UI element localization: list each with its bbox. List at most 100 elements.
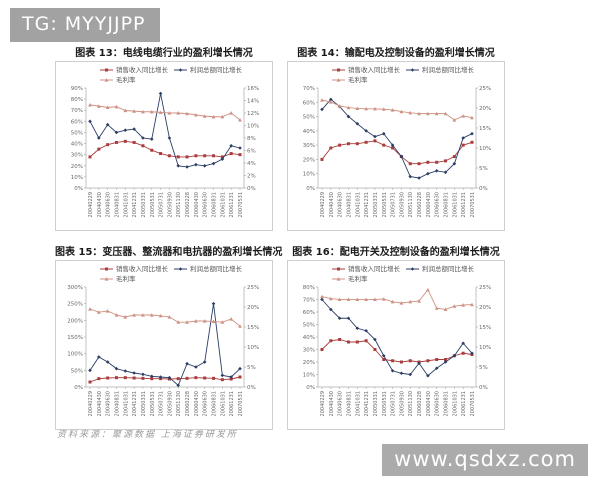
svg-text:20061031: 20061031 (220, 192, 226, 217)
svg-text:90%: 90% (71, 86, 83, 92)
svg-text:10%: 10% (479, 146, 491, 152)
chart-cell-15: 图表 15：变压器、整流器和电抗器的盈利增长情况 销售收入同比增长 利润总额同比增… (55, 243, 283, 430)
svg-text:20%: 20% (479, 305, 491, 311)
svg-text:50%: 50% (303, 323, 315, 329)
svg-text:20060831: 20060831 (212, 391, 218, 416)
charts-grid: 图表 13：电线电缆行业的盈利增长情况 销售收入同比增长 利润总额同比增长 毛利率 0… (55, 44, 507, 430)
svg-text:20050331: 20050331 (373, 391, 379, 416)
svg-text:12%: 12% (247, 111, 259, 117)
chart-canvas-14: 销售收入同比增长 利润总额同比增长 毛利率 0% 10% 20% 30% 40% 50% 60% 7… (287, 61, 505, 231)
svg-text:销售收入同比增长: 销售收入同比增长 (348, 264, 401, 273)
svg-text:毛利率: 毛利率 (116, 274, 136, 283)
svg-text:20051130: 20051130 (408, 391, 414, 416)
svg-text:毛利率: 毛利率 (348, 75, 368, 84)
watermark-badge: www.qsdxz.com (382, 444, 588, 476)
svg-text:300%: 300% (67, 285, 83, 291)
svg-text:0%: 0% (479, 385, 488, 391)
svg-text:20050930: 20050930 (399, 391, 405, 416)
svg-text:10%: 10% (303, 172, 315, 178)
chart-title-14: 图表 14：输配电及控制设备的盈利增长情况 (297, 48, 495, 59)
svg-text:0%: 0% (247, 385, 256, 391)
svg-text:20041231: 20041231 (132, 192, 138, 217)
svg-text:20050531: 20050531 (150, 192, 156, 217)
watermark-text: www.qsdxz.com (394, 447, 576, 471)
svg-text:20040229: 20040229 (320, 192, 326, 217)
svg-text:20%: 20% (303, 360, 315, 366)
svg-text:20060630: 20060630 (203, 192, 209, 217)
svg-text:20%: 20% (479, 106, 491, 112)
chart-title-16: 图表 16：配电开关及控制设备的盈利增长情况 (292, 247, 500, 258)
svg-text:20040831: 20040831 (346, 391, 352, 416)
svg-text:20050930: 20050930 (167, 192, 173, 217)
svg-text:20060831: 20060831 (444, 192, 450, 217)
svg-text:20040229: 20040229 (320, 391, 326, 416)
svg-text:20040229: 20040229 (88, 192, 94, 217)
svg-text:20041231: 20041231 (132, 391, 138, 416)
svg-text:10%: 10% (247, 124, 259, 130)
svg-text:250%: 250% (67, 302, 83, 308)
svg-text:50%: 50% (71, 368, 83, 374)
svg-text:20050731: 20050731 (159, 192, 165, 217)
svg-text:20040430: 20040430 (329, 391, 335, 416)
chart-canvas-15: 销售收入同比增长 利润总额同比增长 毛利率 0% 50% 100% 150% 200% 250%… (55, 260, 273, 430)
svg-text:20061231: 20061231 (461, 192, 467, 217)
svg-text:10%: 10% (303, 373, 315, 379)
svg-text:40%: 40% (303, 129, 315, 135)
svg-text:10%: 10% (479, 345, 491, 351)
svg-text:80%: 80% (303, 285, 315, 291)
page-tag-text: TG: MYYJJPP (22, 13, 146, 35)
svg-text:25%: 25% (479, 285, 491, 291)
svg-text:20060430: 20060430 (426, 391, 432, 416)
svg-text:20050331: 20050331 (373, 192, 379, 217)
svg-text:20070531: 20070531 (470, 391, 476, 416)
svg-text:80%: 80% (71, 97, 83, 103)
svg-text:20040630: 20040630 (338, 391, 344, 416)
svg-text:20040630: 20040630 (106, 391, 112, 416)
svg-text:20040229: 20040229 (88, 391, 94, 416)
svg-text:20040430: 20040430 (329, 192, 335, 217)
svg-text:0%: 0% (306, 385, 315, 391)
svg-text:20051130: 20051130 (408, 192, 414, 217)
svg-text:20060430: 20060430 (194, 192, 200, 217)
svg-text:20041031: 20041031 (123, 192, 129, 217)
svg-text:20070531: 20070531 (238, 192, 244, 217)
svg-text:70%: 70% (303, 86, 315, 92)
svg-text:20060430: 20060430 (194, 391, 200, 416)
svg-text:20041231: 20041231 (364, 391, 370, 416)
svg-text:0%: 0% (74, 186, 83, 192)
svg-text:20050531: 20050531 (150, 391, 156, 416)
svg-text:20051130: 20051130 (176, 192, 182, 217)
svg-text:20060228: 20060228 (417, 391, 423, 416)
svg-text:25%: 25% (247, 285, 259, 291)
svg-text:20051130: 20051130 (176, 391, 182, 416)
svg-text:销售收入同比增长: 销售收入同比增长 (116, 264, 169, 273)
chart-title-15: 图表 15：变压器、整流器和电抗器的盈利增长情况 (55, 247, 283, 258)
svg-text:20040630: 20040630 (338, 192, 344, 217)
svg-text:200%: 200% (67, 318, 83, 324)
svg-text:15%: 15% (247, 325, 259, 331)
svg-text:20060630: 20060630 (435, 391, 441, 416)
svg-text:20050731: 20050731 (159, 391, 165, 416)
svg-text:0%: 0% (247, 186, 256, 192)
svg-text:5%: 5% (247, 365, 256, 371)
svg-text:150%: 150% (67, 335, 83, 341)
svg-text:20061031: 20061031 (452, 192, 458, 217)
svg-text:30%: 30% (303, 348, 315, 354)
svg-text:5%: 5% (479, 365, 488, 371)
svg-text:30%: 30% (303, 143, 315, 149)
chart-title-13: 图表 13：电线电缆行业的盈利增长情况 (75, 48, 253, 59)
svg-text:0%: 0% (74, 385, 83, 391)
svg-text:20040831: 20040831 (346, 192, 352, 217)
svg-text:20070531: 20070531 (470, 192, 476, 217)
svg-text:20060831: 20060831 (212, 192, 218, 217)
svg-text:60%: 60% (303, 310, 315, 316)
svg-text:20040831: 20040831 (114, 192, 120, 217)
svg-text:20041031: 20041031 (355, 192, 361, 217)
svg-text:25%: 25% (479, 86, 491, 92)
svg-text:20061231: 20061231 (229, 391, 235, 416)
svg-text:60%: 60% (71, 119, 83, 125)
svg-text:20060228: 20060228 (185, 192, 191, 217)
svg-text:20%: 20% (71, 164, 83, 170)
